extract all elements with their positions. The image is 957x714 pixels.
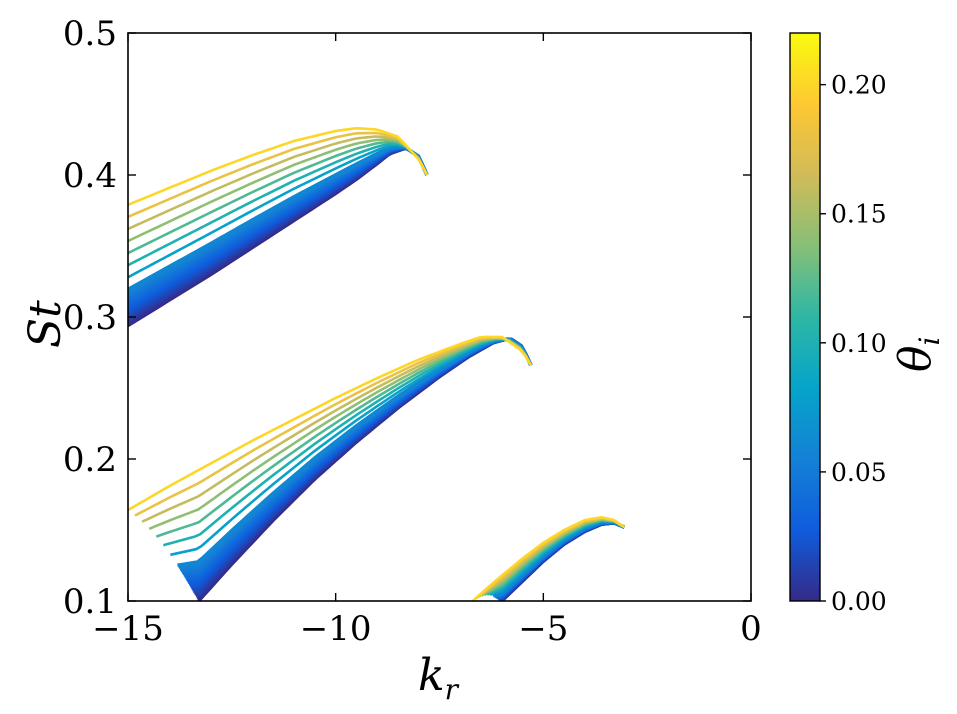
series-line-upper-3 <box>128 146 429 323</box>
series-line-upper-0 <box>128 146 429 327</box>
series-line-lower-31 <box>471 516 626 601</box>
branch-upper <box>128 126 429 327</box>
series-line-middle-30 <box>134 336 533 517</box>
series-line-middle-1 <box>196 337 533 601</box>
series-line-upper-29 <box>128 135 429 231</box>
series-line-middle-29 <box>141 336 533 523</box>
y-axis-label-text: St <box>20 300 71 348</box>
x-axis-label: kr <box>418 650 460 706</box>
series-line-middle-20 <box>180 337 533 573</box>
series-line-upper-27 <box>128 140 429 255</box>
x-tick-label: 0 <box>740 609 762 649</box>
series-line-upper-25 <box>128 143 429 279</box>
series-line-middle-27 <box>155 337 533 538</box>
series-line-upper-30 <box>128 131 429 219</box>
colorbar-tick-label: 0.00 <box>831 587 887 616</box>
series-line-upper-31 <box>128 126 429 207</box>
x-axis-label-subscript: r <box>445 673 460 706</box>
y-tick-label: 0.1 <box>63 582 117 622</box>
colorbar-ticks: 0.00 0.05 0.10 0.15 0.20 <box>820 71 887 616</box>
series-line-lower-27 <box>483 518 625 596</box>
colorbar-label: θi <box>890 337 946 372</box>
series-line-middle-25 <box>170 337 533 557</box>
colorbar-tick-label: 0.10 <box>831 329 887 358</box>
x-tick-label: −15 <box>92 609 164 649</box>
series-line-lower-26 <box>486 519 625 596</box>
y-axis-label: St <box>20 300 71 348</box>
colorbar-label-subscript: i <box>913 337 946 346</box>
series-line-middle-3 <box>195 337 533 598</box>
series-line-upper-26 <box>128 142 429 267</box>
colorbar-tick-label: 0.05 <box>831 458 887 487</box>
colorbar-tick-label: 0.15 <box>831 200 887 229</box>
series-line-upper-24 <box>128 145 429 291</box>
series-line-upper-28 <box>128 138 429 243</box>
series-line-middle-2 <box>195 337 533 600</box>
x-tick-label: −10 <box>300 609 372 649</box>
colorbar <box>789 32 821 602</box>
colorbar-tick-label: 0.20 <box>831 71 887 100</box>
series-line-upper-2 <box>128 146 429 324</box>
series-line-middle-24 <box>177 337 533 567</box>
series-line-lower-25 <box>489 520 625 597</box>
series-line-upper-1 <box>128 146 429 326</box>
colorbar-label-main: θ <box>890 346 941 373</box>
series-line-middle-21 <box>179 337 533 571</box>
series-layer <box>128 126 626 601</box>
series-line-middle-19 <box>181 337 533 574</box>
branch-lower <box>471 516 626 601</box>
series-line-middle-0 <box>197 337 533 601</box>
y-tick-label: 0.3 <box>63 298 117 338</box>
x-axis: −15 −10 −5 0 <box>92 33 762 649</box>
x-axis-label-main: k <box>418 650 445 701</box>
y-tick-label: 0.2 <box>63 440 117 480</box>
series-line-middle-31 <box>128 335 532 512</box>
branch-middle <box>128 335 533 601</box>
y-axis: 0.1 0.2 0.3 0.4 0.5 <box>63 14 751 622</box>
series-line-middle-28 <box>148 336 533 530</box>
y-tick-label: 0.4 <box>63 156 117 196</box>
series-line-upper-4 <box>128 146 429 321</box>
x-tick-label: −5 <box>518 609 568 649</box>
series-line-middle-26 <box>162 337 533 547</box>
y-tick-label: 0.5 <box>63 14 117 54</box>
